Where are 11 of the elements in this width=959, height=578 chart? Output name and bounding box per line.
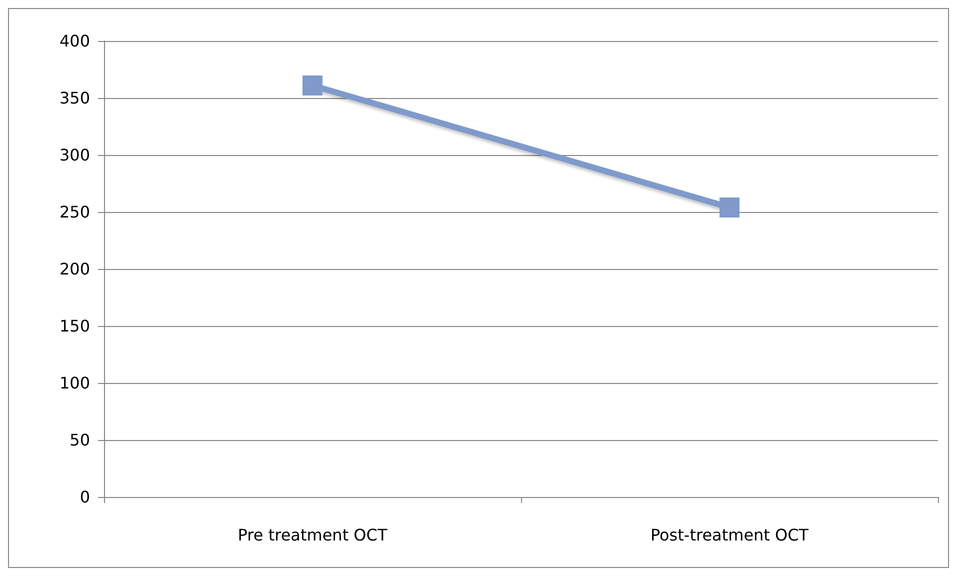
y-tick-label: 150 — [59, 316, 90, 336]
x-tick-label: Pre treatment OCT — [238, 526, 388, 544]
y-tick-label: 250 — [59, 202, 90, 222]
y-tick-label: 350 — [59, 88, 90, 108]
y-tick-label: 0 — [80, 488, 90, 506]
y-tick-label: 100 — [59, 374, 90, 392]
y-tick-label: 300 — [59, 146, 90, 164]
x-tick-label: Post-treatment OCT — [650, 526, 809, 544]
y-tick-label: 50 — [70, 430, 90, 450]
y-tick-label: 200 — [59, 260, 90, 278]
y-tick-label: 400 — [59, 32, 90, 50]
